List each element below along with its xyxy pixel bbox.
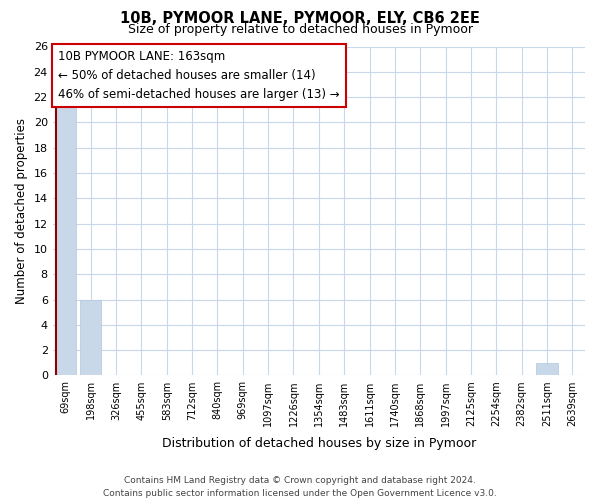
Bar bbox=[80, 300, 101, 376]
Y-axis label: Number of detached properties: Number of detached properties bbox=[15, 118, 28, 304]
Text: Size of property relative to detached houses in Pymoor: Size of property relative to detached ho… bbox=[128, 22, 473, 36]
Text: Contains HM Land Registry data © Crown copyright and database right 2024.
Contai: Contains HM Land Registry data © Crown c… bbox=[103, 476, 497, 498]
Text: 10B PYMOOR LANE: 163sqm
← 50% of detached houses are smaller (14)
46% of semi-de: 10B PYMOOR LANE: 163sqm ← 50% of detache… bbox=[58, 50, 340, 101]
Bar bbox=[536, 363, 558, 376]
Text: 10B, PYMOOR LANE, PYMOOR, ELY, CB6 2EE: 10B, PYMOOR LANE, PYMOOR, ELY, CB6 2EE bbox=[120, 11, 480, 26]
Bar bbox=[55, 97, 76, 375]
X-axis label: Distribution of detached houses by size in Pymoor: Distribution of detached houses by size … bbox=[162, 437, 476, 450]
